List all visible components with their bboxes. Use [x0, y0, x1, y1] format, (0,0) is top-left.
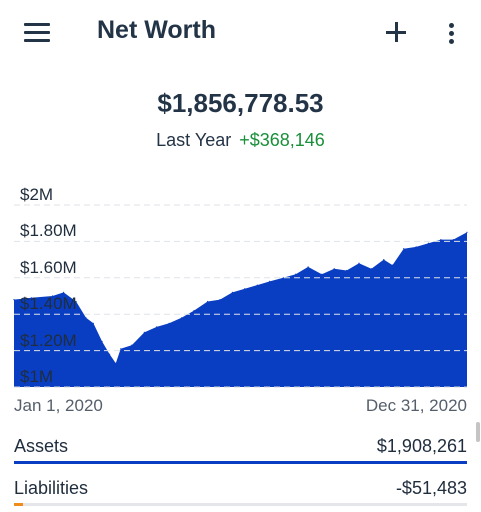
data-point [321, 273, 323, 275]
data-point [51, 295, 54, 297]
data-point [427, 242, 430, 244]
y-tick-label: $1.40M [20, 294, 77, 314]
liabilities-bar [14, 503, 24, 506]
data-point [244, 288, 246, 290]
net-worth-total: $1,856,778.53 [157, 88, 324, 118]
menu-button[interactable] [14, 16, 62, 50]
data-point [415, 246, 417, 248]
liabilities-row[interactable]: Liabilities -$51,483 [14, 478, 467, 512]
liabilities-bar-track [14, 503, 467, 506]
x-tick-label-start: Jan 1, 2020 [14, 396, 103, 415]
y-tick-label: $1.20M [20, 330, 77, 350]
page-title: Net Worth [97, 16, 216, 44]
liabilities-label: Liabilities [14, 478, 89, 498]
data-point [219, 299, 221, 301]
data-point [101, 340, 103, 343]
assets-bar [14, 461, 467, 464]
data-point [13, 299, 15, 301]
data-point [282, 277, 284, 279]
data-point [466, 231, 468, 233]
y-tick-label: $1M [20, 367, 54, 386]
data-point [63, 291, 65, 293]
chart-canvas [13, 204, 468, 388]
data-point [30, 297, 32, 299]
data-point [333, 268, 335, 270]
assets-value: $1,908,261 [376, 436, 467, 456]
data-point [307, 266, 309, 268]
data-point [75, 300, 77, 303]
data-point [383, 259, 385, 261]
data-point [207, 300, 209, 303]
data-point [256, 284, 258, 286]
period-change: Last Year +$368,146 [0, 130, 481, 151]
data-point [440, 239, 442, 241]
data-point [231, 291, 233, 293]
net-worth-area [14, 232, 467, 387]
data-point [295, 273, 297, 275]
assets-label: Assets [14, 436, 69, 456]
net-worth-chart[interactable]: $2M $1.80M $1.60M $1.40M $1.20M $1M Jan 1, 20… [0, 180, 481, 420]
data-point [109, 353, 111, 355]
y-tick-label: $1.80M [20, 221, 77, 241]
data-point [370, 268, 372, 270]
add-button[interactable] [380, 16, 414, 50]
data-point [180, 317, 183, 319]
data-point [131, 344, 133, 346]
data-point [156, 326, 158, 328]
data-point [269, 280, 271, 282]
more-options-button[interactable] [438, 16, 466, 50]
data-point [85, 317, 87, 319]
data-point [92, 322, 94, 324]
data-point [403, 248, 405, 250]
app-bar: Net Worth [0, 0, 481, 66]
period-label: Last Year [156, 130, 232, 150]
data-point [120, 348, 122, 350]
data-point [358, 262, 360, 264]
data-point [143, 331, 145, 333]
y-tick-label: $1.60M [20, 257, 77, 277]
y-tick-label: $2M [20, 185, 54, 204]
scrollbar[interactable] [476, 422, 480, 442]
x-tick-label-end: Dec 31, 2020 [365, 396, 467, 415]
data-point [115, 362, 117, 364]
assets-row[interactable]: Assets $1,908,261 [14, 436, 467, 470]
data-point [346, 269, 348, 272]
change-amount: +$368,146 [239, 130, 325, 150]
data-point [193, 310, 195, 312]
data-point [452, 239, 454, 241]
data-point [168, 322, 170, 324]
data-point [391, 264, 394, 266]
liabilities-value: -$51,483 [395, 478, 467, 498]
